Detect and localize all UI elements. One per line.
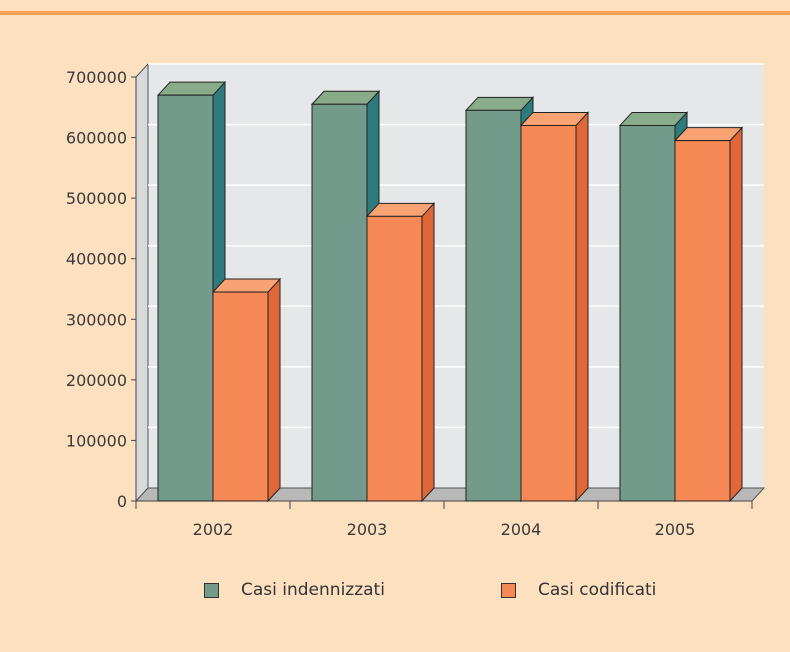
legend: Casi indennizzati Casi codificati	[0, 580, 790, 610]
bar-top	[673, 127, 744, 142]
bar-top	[365, 202, 436, 217]
bar-1-2003	[310, 89, 381, 503]
bar-front	[674, 140, 731, 502]
bar-front	[212, 291, 269, 502]
x-tick-label: 2003	[347, 520, 388, 539]
bar-side	[267, 277, 281, 503]
legend-item-series-2: Casi codificati	[501, 580, 656, 600]
bar-front	[520, 124, 577, 502]
bar-front	[465, 109, 522, 502]
bar-top	[519, 111, 590, 126]
y-axis: 0 100000 200000 300000 400000 500000 600000 700…	[66, 68, 137, 511]
y-tick-label: 400000	[66, 250, 127, 269]
bar-top	[156, 81, 227, 96]
top-accent-rule	[0, 11, 790, 15]
bar-front	[366, 215, 423, 502]
bar-side	[421, 202, 435, 503]
y-tick-label: 300000	[66, 310, 127, 329]
x-tick-label: 2005	[655, 520, 696, 539]
x-axis: 2002 2003 2004 2005	[135, 500, 753, 539]
bar-2-2003	[365, 202, 436, 503]
bar-side	[729, 126, 743, 503]
y-tick-label: 600000	[66, 129, 127, 148]
y-tick-label: 100000	[66, 431, 127, 450]
bar-front	[311, 103, 368, 502]
x-tick-label: 2002	[193, 520, 234, 539]
bar-top	[618, 111, 689, 126]
bar-2-2005	[673, 126, 744, 503]
y-tick-label: 0	[117, 492, 127, 511]
y-tick-label: 700000	[66, 68, 127, 87]
bars	[156, 80, 744, 503]
y-tick-label: 200000	[66, 371, 127, 390]
y-tick-label: 500000	[66, 189, 127, 208]
x-tick-label: 2004	[501, 520, 542, 539]
legend-label-series-1: Casi indennizzati	[241, 580, 385, 600]
bar-front	[619, 124, 676, 502]
bar-front	[157, 94, 214, 502]
legend-label-series-2: Casi codificati	[538, 580, 657, 600]
bar-top	[211, 278, 282, 293]
legend-swatch-series-1	[204, 582, 219, 598]
bar-2-2004	[519, 111, 590, 503]
bar-top	[464, 96, 535, 111]
plot-side-wall	[135, 62, 149, 503]
bar-side	[575, 111, 589, 503]
legend-swatch-series-2	[501, 582, 516, 598]
bar-2-2002	[211, 277, 282, 503]
bar-top	[310, 90, 381, 105]
legend-item-series-1: Casi indennizzati	[204, 580, 385, 600]
